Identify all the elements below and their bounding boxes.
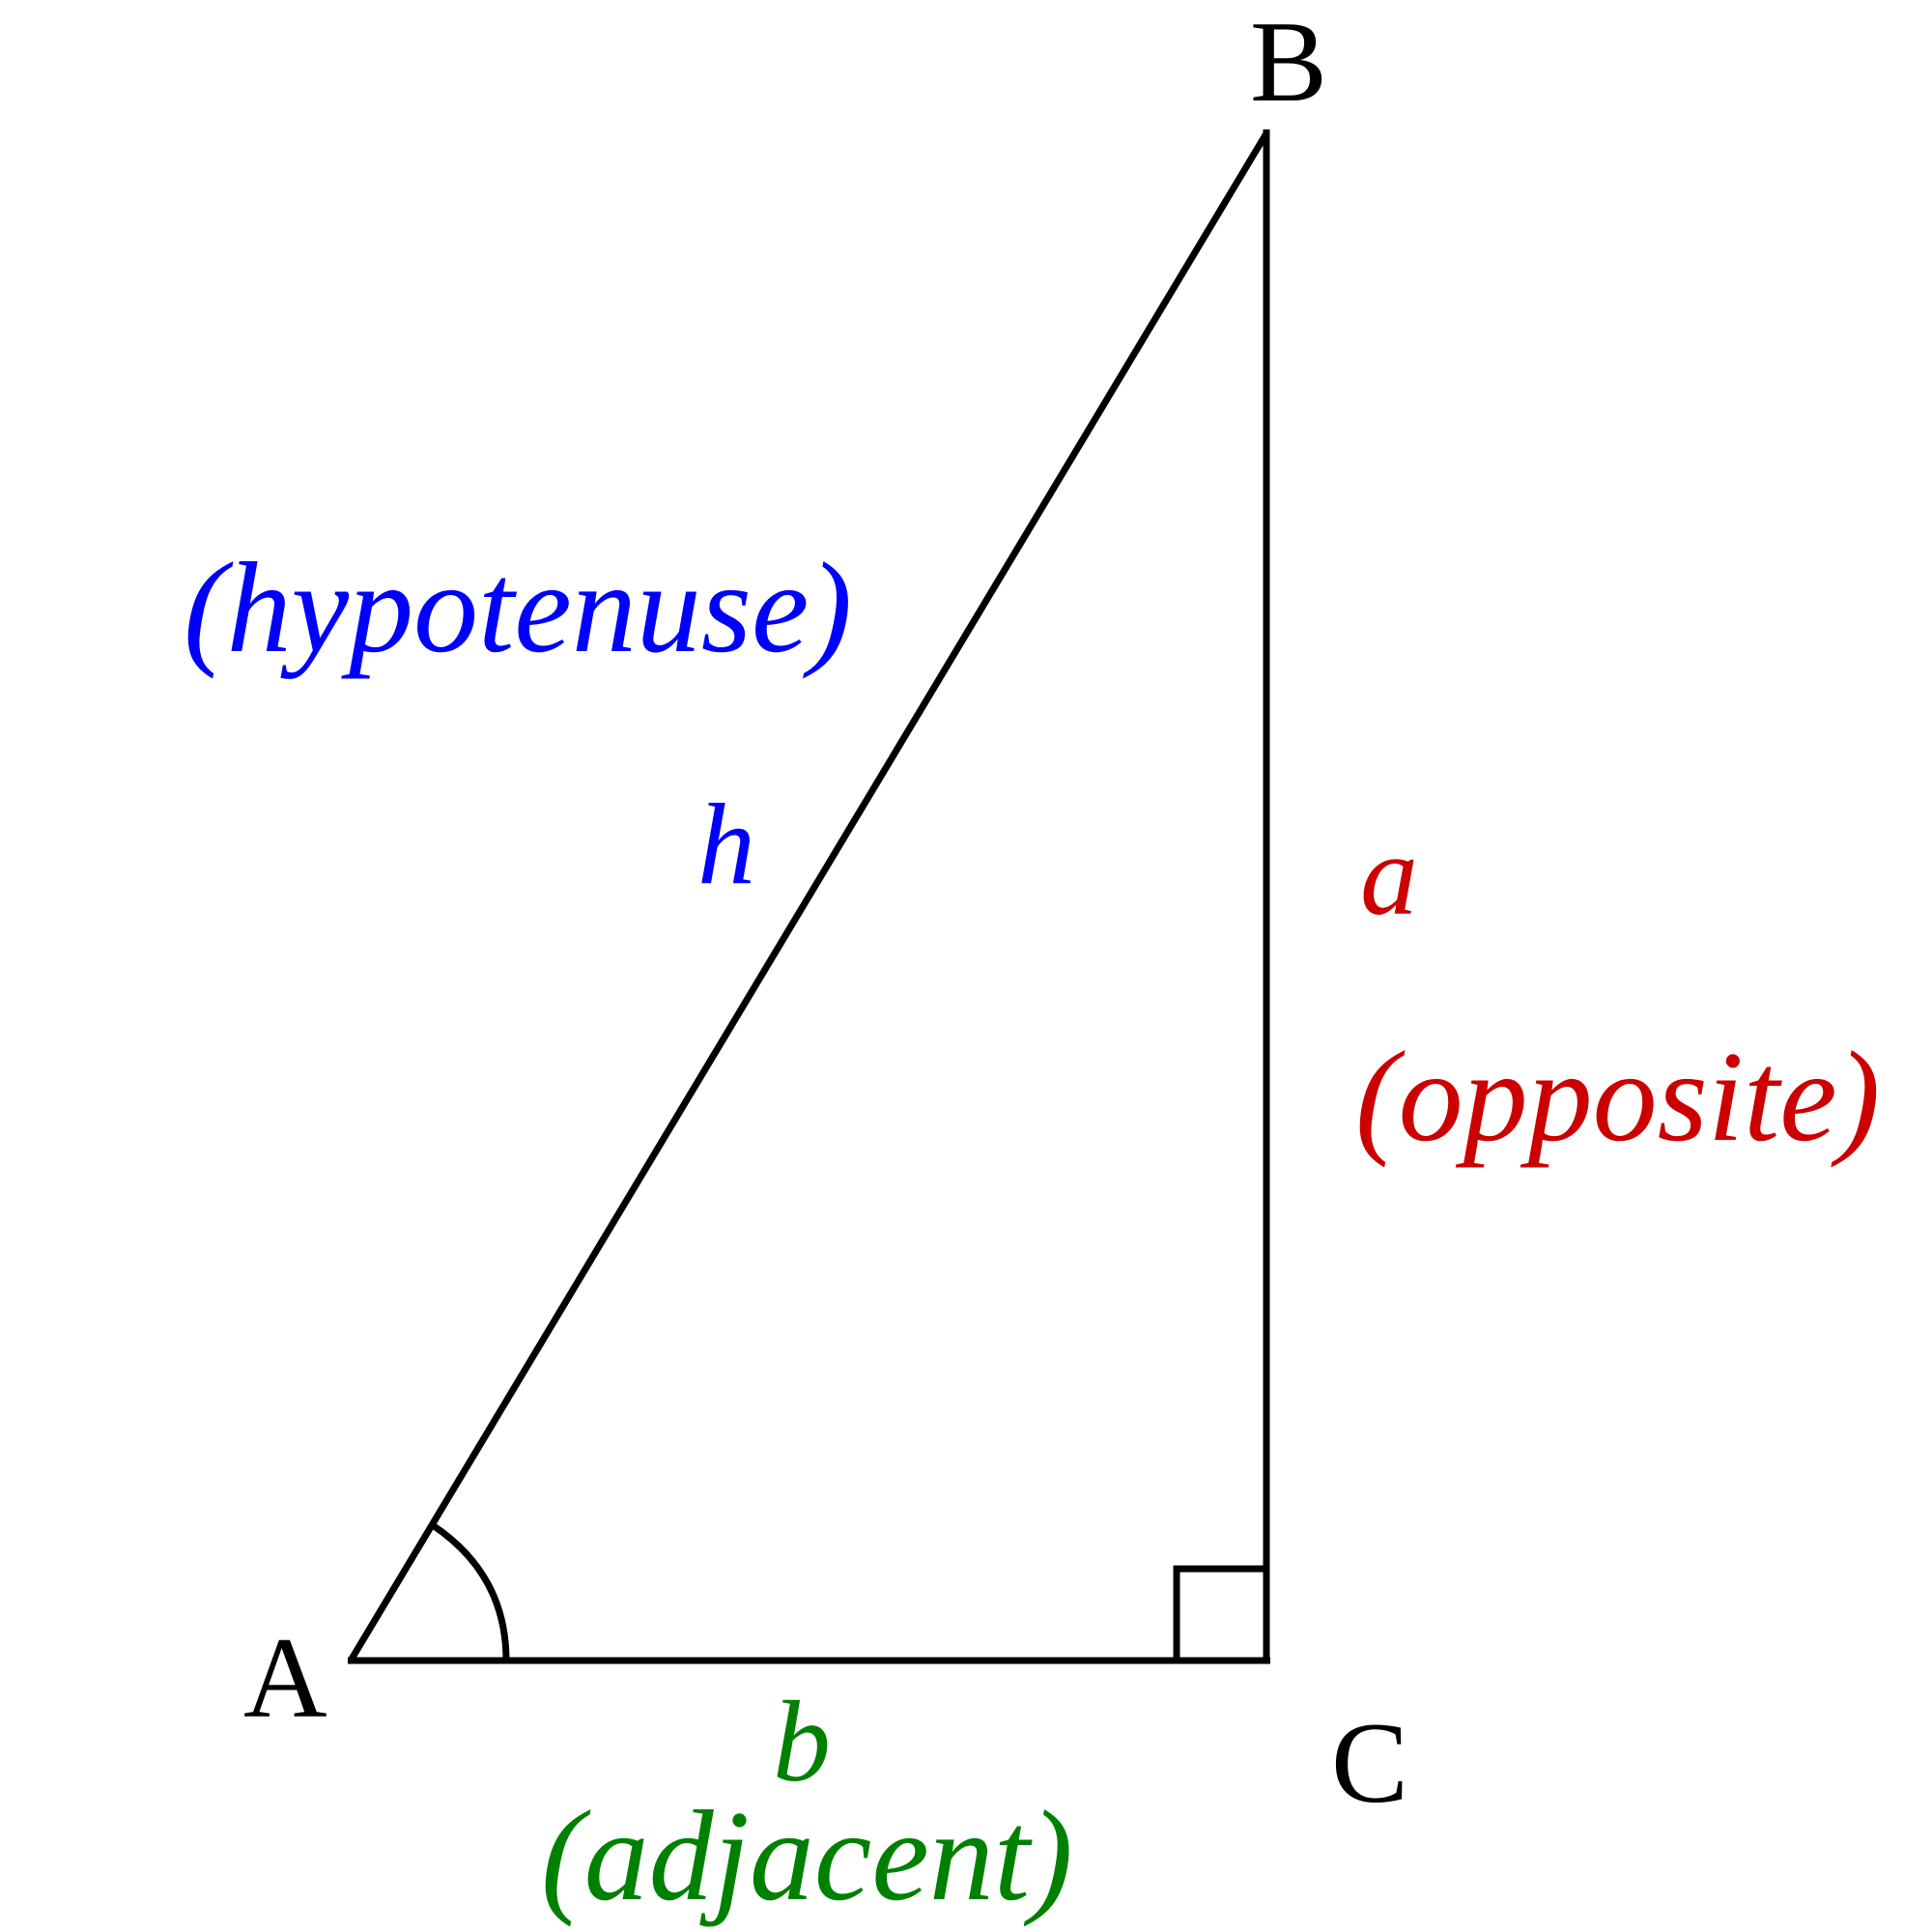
opposite-word: (opposite) xyxy=(1355,1025,1880,1168)
vertex-label-c: C xyxy=(1331,1698,1408,1827)
angle-arc-at-a xyxy=(431,1522,510,1662)
adjacent-symbol: b xyxy=(773,1677,831,1805)
vertex-label-b: B xyxy=(1250,0,1327,126)
hypotenuse-word: (hypotenuse) xyxy=(184,536,852,679)
hypotenuse-line xyxy=(347,131,1270,1662)
hypotenuse-symbol: h xyxy=(697,780,755,908)
right-angle-marker xyxy=(1173,1565,1266,1661)
adjacent-word: (adjacent) xyxy=(541,1784,1073,1927)
opposite-symbol: a xyxy=(1360,810,1418,939)
vertex-label-a: A xyxy=(243,1613,327,1742)
